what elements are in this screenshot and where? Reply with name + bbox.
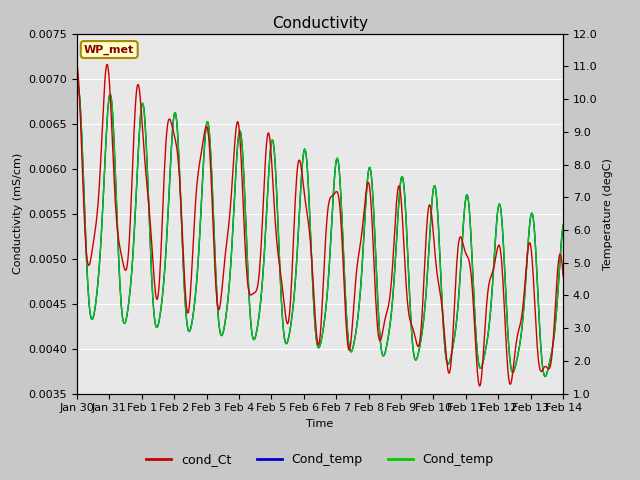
Title: Conductivity: Conductivity: [272, 16, 368, 31]
Legend: cond_Ct, Cond_temp, Cond_temp: cond_Ct, Cond_temp, Cond_temp: [141, 448, 499, 471]
Y-axis label: Temperature (degC): Temperature (degC): [604, 157, 613, 270]
Y-axis label: Conductivity (mS/cm): Conductivity (mS/cm): [13, 153, 23, 274]
Text: WP_met: WP_met: [84, 44, 134, 55]
X-axis label: Time: Time: [307, 419, 333, 429]
